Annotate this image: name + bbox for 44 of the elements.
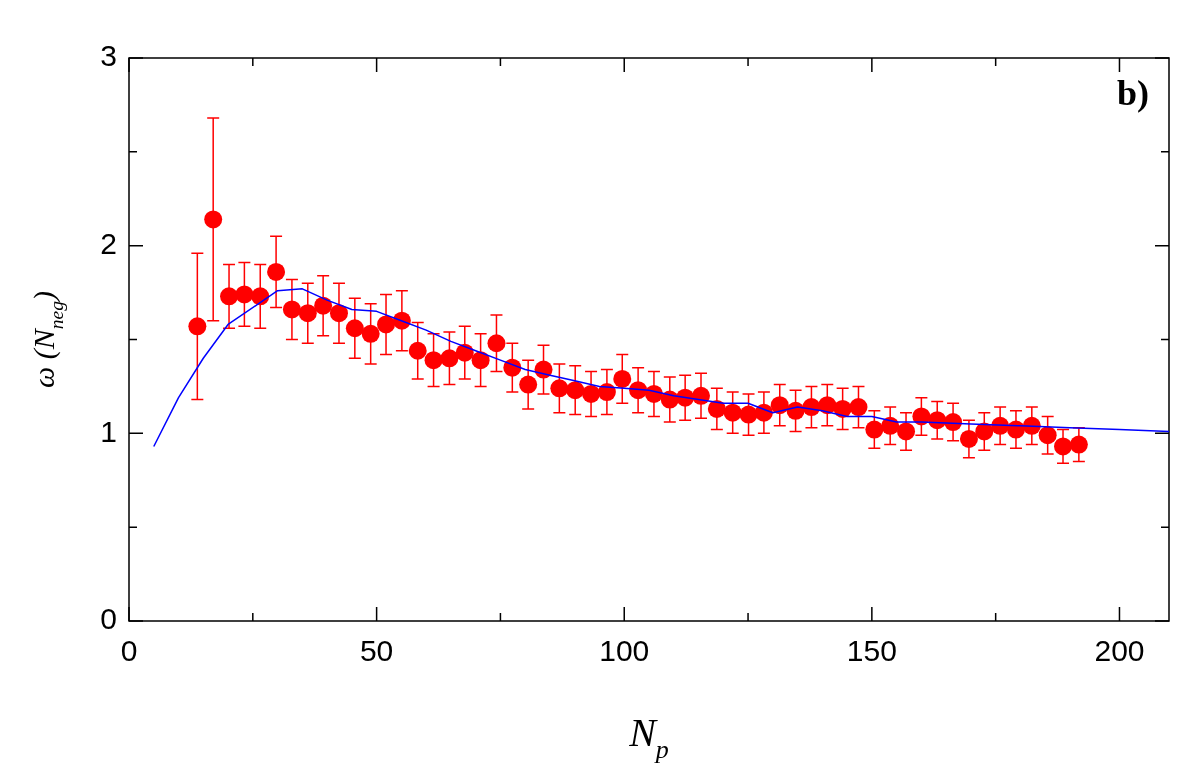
point <box>408 341 427 360</box>
point <box>519 375 538 394</box>
point <box>329 304 348 323</box>
point <box>471 351 490 370</box>
point <box>345 319 364 338</box>
point <box>440 349 459 368</box>
point <box>849 398 868 417</box>
y-tick-label: 2 <box>100 226 117 260</box>
y-tick-label: 0 <box>100 602 117 636</box>
point <box>377 315 396 334</box>
point <box>298 304 317 323</box>
point <box>550 379 569 398</box>
point <box>613 369 632 388</box>
point <box>1069 435 1088 454</box>
x-tick-label: 100 <box>599 634 650 668</box>
point <box>314 296 333 315</box>
point <box>723 403 742 422</box>
point <box>188 317 207 336</box>
point <box>739 405 758 424</box>
annotation: b) <box>1116 73 1149 114</box>
point <box>282 300 301 319</box>
y-tick-label: 1 <box>100 414 117 448</box>
point <box>566 381 585 400</box>
y-axis-title: ω (Nneg) <box>27 291 67 388</box>
point <box>204 210 223 229</box>
point <box>1054 437 1073 456</box>
point <box>235 285 254 304</box>
x-tick-label: 200 <box>1094 634 1145 668</box>
point <box>424 351 443 370</box>
point <box>897 422 916 441</box>
x-tick-label: 150 <box>846 634 897 668</box>
point <box>487 334 506 353</box>
y-tick-label: 3 <box>100 39 117 73</box>
point <box>1038 426 1057 445</box>
point <box>975 422 994 441</box>
point <box>267 262 286 281</box>
point <box>865 420 884 439</box>
point <box>597 383 616 402</box>
point <box>251 287 270 306</box>
point <box>959 429 978 448</box>
x-tick-label: 50 <box>359 634 394 668</box>
point <box>220 287 239 306</box>
point <box>361 324 380 343</box>
point <box>582 384 601 403</box>
